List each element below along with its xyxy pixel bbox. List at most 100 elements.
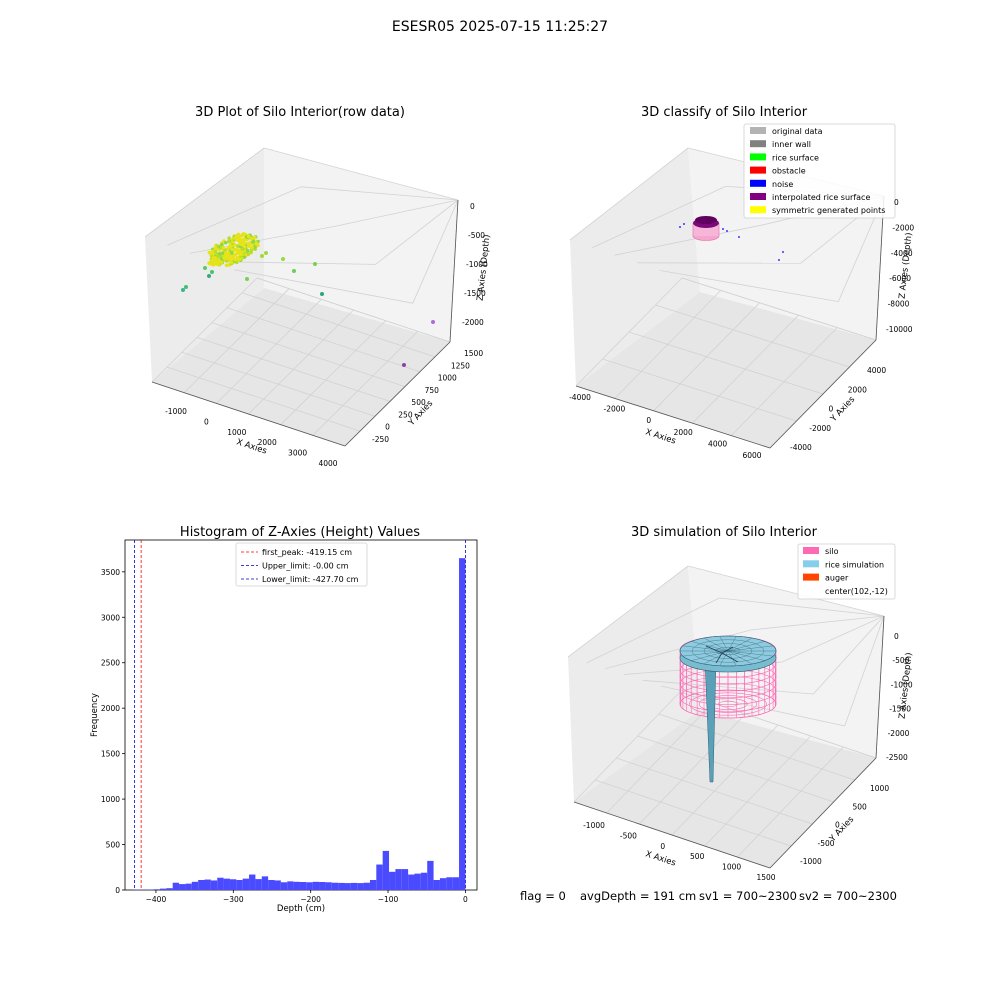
grid-line bbox=[719, 597, 885, 617]
rice-mesh-spoke bbox=[719, 650, 729, 666]
tick-label: -1000 bbox=[800, 857, 822, 866]
panel1-zlabel: Z Axies (Depth) bbox=[476, 234, 493, 301]
grid-line bbox=[412, 199, 459, 304]
legend-label: rice simulation bbox=[825, 560, 884, 569]
panel2-y-axis bbox=[769, 339, 877, 449]
data-point bbox=[320, 292, 324, 296]
panel3-xlabel: Depth (cm) bbox=[277, 904, 325, 914]
panel2-x-ticks: -4000 -2000 0 2000 4000 6000 bbox=[569, 393, 762, 460]
tick-label: -500 bbox=[468, 231, 485, 240]
noise-point bbox=[738, 236, 740, 238]
tick-label: 6000 bbox=[742, 451, 761, 460]
tick-label: 500 bbox=[853, 802, 868, 811]
status-avg-depth: avgDepth = 191 cm bbox=[580, 889, 696, 903]
rice-mesh-spoke bbox=[727, 641, 765, 652]
tick-label: −300 bbox=[223, 895, 244, 904]
data-point bbox=[208, 261, 213, 266]
grid-line bbox=[595, 779, 792, 847]
legend-label: Lower_limit: -427.70 cm bbox=[262, 575, 359, 584]
legend-label: center(102,-12) bbox=[825, 587, 888, 596]
panel-classify-scatter: 3D classify of Silo Interior original da… bbox=[569, 105, 914, 460]
histogram-bar bbox=[229, 879, 237, 890]
noise-point bbox=[782, 251, 784, 253]
grid-line bbox=[687, 565, 885, 617]
tick-label: 1500 bbox=[464, 349, 483, 358]
histogram-bar bbox=[427, 860, 434, 890]
histogram-bar bbox=[172, 882, 180, 890]
histogram-bar bbox=[153, 889, 160, 890]
tick-label: 1500 bbox=[101, 750, 120, 759]
legend-swatch bbox=[803, 547, 819, 554]
histogram-bar bbox=[306, 882, 313, 890]
grid-line bbox=[781, 615, 885, 663]
panel1-title: 3D Plot of Silo Interior(row data) bbox=[195, 105, 405, 120]
histogram-bar bbox=[350, 882, 358, 890]
tick-label: 1000 bbox=[438, 374, 457, 383]
data-point bbox=[216, 262, 221, 267]
histogram-bar bbox=[268, 880, 275, 890]
histogram-bar bbox=[223, 878, 230, 890]
grid-line bbox=[234, 269, 413, 304]
grid-line bbox=[211, 322, 406, 387]
histogram-bar bbox=[382, 850, 390, 890]
histogram-bar bbox=[293, 881, 300, 890]
tick-label: −400 bbox=[146, 895, 167, 904]
data-point bbox=[252, 235, 257, 240]
tick-label: 2000 bbox=[848, 385, 867, 394]
data-point bbox=[227, 236, 231, 241]
tick-label: 500 bbox=[106, 841, 121, 850]
histogram-bar bbox=[452, 877, 460, 890]
panel3-y-ticks: 0 500 1000 1500 2000 2500 3000 3500 bbox=[101, 568, 125, 895]
silo-floor-ring bbox=[689, 692, 767, 716]
grid-line bbox=[375, 199, 459, 265]
tick-label: -1000 bbox=[466, 260, 488, 269]
data-point bbox=[313, 262, 317, 266]
data-point bbox=[402, 363, 406, 367]
histogram-bar bbox=[274, 880, 281, 890]
panel4-silo-mesh bbox=[679, 635, 777, 719]
tick-label: 0 bbox=[835, 821, 840, 830]
data-point bbox=[222, 256, 226, 260]
grid-line bbox=[614, 224, 764, 256]
panel4-xlabel: X Axies bbox=[644, 849, 677, 868]
legend-label: symmetric generated points bbox=[772, 206, 885, 215]
panel1-points bbox=[181, 232, 435, 367]
rice-mesh-spoke bbox=[682, 645, 729, 652]
data-point bbox=[233, 252, 238, 257]
panel4-pane-back bbox=[688, 566, 884, 758]
data-point bbox=[221, 245, 226, 250]
histogram-bar bbox=[459, 558, 466, 890]
panel4-pane-floor bbox=[574, 710, 876, 868]
data-point bbox=[220, 242, 224, 247]
panel4-z-ticks: 0 -500 -1000 -1500 -2000 -2500 bbox=[886, 632, 913, 762]
histogram-bar bbox=[204, 879, 211, 890]
noise-point bbox=[722, 228, 724, 230]
tick-label: -2000 bbox=[888, 729, 910, 738]
noise-point bbox=[683, 223, 685, 225]
data-point bbox=[237, 257, 242, 262]
panel2-legend: original data inner wall rice surface obsta… bbox=[743, 123, 896, 219]
panel4-rice-surface bbox=[679, 635, 777, 783]
histogram-bar bbox=[236, 880, 243, 890]
grid-line bbox=[226, 307, 421, 373]
histogram-bar bbox=[185, 883, 192, 890]
data-point bbox=[223, 240, 228, 245]
panel2-pane-floor bbox=[576, 292, 876, 448]
panel4-legend: silo rice simulation auger center(102,-12) bbox=[797, 543, 896, 600]
data-point bbox=[213, 246, 218, 250]
grid-line bbox=[216, 299, 322, 404]
grid-line bbox=[592, 186, 726, 248]
legend-label: obstacle bbox=[772, 167, 806, 176]
tick-label: 500 bbox=[411, 398, 426, 407]
tick-label: -8000 bbox=[888, 300, 910, 309]
panel2-interpolated-surface-top bbox=[695, 216, 717, 224]
tick-label: -4000 bbox=[891, 249, 913, 258]
histogram-bar bbox=[344, 883, 351, 890]
data-point bbox=[431, 320, 435, 324]
legend-swatch bbox=[750, 166, 766, 174]
histogram-bar bbox=[395, 869, 402, 890]
legend-label: Upper_limit: -0.00 cm bbox=[262, 562, 349, 571]
panel3-ylabel: Frequency bbox=[90, 693, 100, 737]
grid-line bbox=[166, 366, 361, 432]
